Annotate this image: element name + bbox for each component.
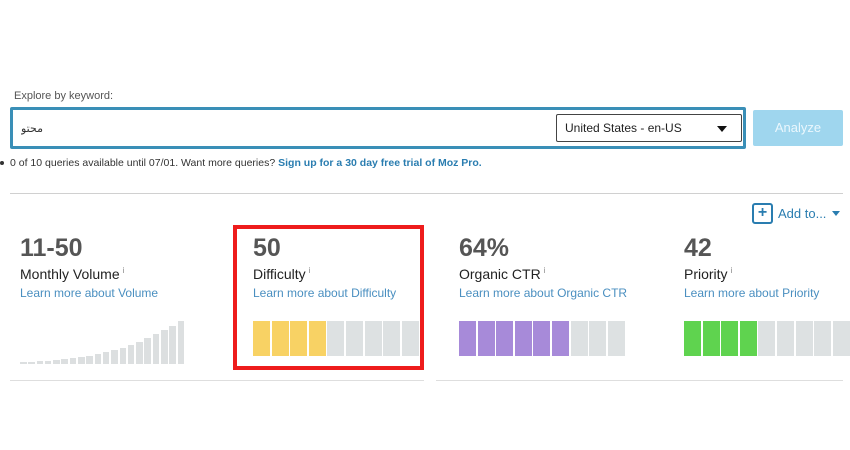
metric-name: Organic CTR [459, 266, 541, 282]
metric-priority: 42 Priority i Learn more about Priority [684, 233, 819, 300]
keyword-input[interactable] [21, 116, 541, 140]
metric-monthly-volume: 11-50 Monthly Volume i Learn more about V… [20, 233, 158, 300]
chevron-down-icon [717, 126, 727, 132]
metric-value: 42 [684, 234, 712, 262]
divider [10, 193, 843, 194]
meter-segment [795, 321, 813, 356]
metric-name-row: Organic CTR i [459, 266, 627, 282]
volume-bar [20, 362, 27, 364]
meter-segment [271, 321, 289, 356]
add-to-label: Add to... [778, 206, 827, 221]
metric-name: Difficulty [253, 266, 306, 282]
info-icon[interactable]: i [122, 266, 125, 275]
metric-value: 50 [253, 234, 281, 262]
meter-segment [477, 321, 495, 356]
meter-segment [702, 321, 720, 356]
meter-segment [308, 321, 326, 356]
volume-bar [69, 358, 77, 364]
meter-segment [776, 321, 794, 356]
volume-trend-chart [20, 320, 196, 364]
meter-segment [514, 321, 532, 356]
metric-name-row: Monthly Volume i [20, 266, 158, 282]
meter-segment [327, 321, 345, 356]
meter-segment [459, 321, 476, 356]
query-quota-text: 0 of 10 queries available until 07/01. W… [10, 157, 276, 169]
volume-bar [44, 361, 52, 364]
meter-segment [721, 321, 739, 356]
priority-meter [684, 321, 850, 356]
learn-more-link[interactable]: Learn more about Difficulty [253, 286, 397, 300]
chevron-down-icon [832, 211, 841, 216]
meter-segment [814, 321, 832, 356]
volume-bar [152, 334, 160, 364]
meter-segment [253, 321, 270, 356]
volume-bar [127, 345, 135, 364]
metric-difficulty: 50 Difficulty i Learn more about Difficul… [253, 233, 396, 300]
volume-bar [78, 357, 85, 364]
info-icon[interactable]: i [730, 266, 733, 275]
metric-name: Monthly Volume [20, 266, 120, 282]
meter-segment [739, 321, 757, 356]
meter-segment [570, 321, 588, 356]
locale-select[interactable]: United States - en-US [556, 114, 742, 142]
bullet-icon [0, 161, 4, 165]
volume-bar [144, 338, 151, 364]
meter-segment [684, 321, 701, 356]
query-quota-note: 0 of 10 queries available until 07/01. W… [0, 157, 482, 169]
meter-segment [345, 321, 363, 356]
meter-segment [607, 321, 625, 356]
learn-more-link[interactable]: Learn more about Volume [20, 286, 159, 300]
volume-bar [111, 350, 118, 364]
metric-organic-ctr: 64% Organic CTR i Learn more about Organi… [459, 233, 627, 300]
volume-bar [136, 342, 143, 364]
volume-bar [119, 348, 127, 364]
meter-segment [758, 321, 776, 356]
keyword-search-box: United States - en-US [10, 107, 746, 149]
meter-segment [401, 321, 419, 356]
free-trial-link[interactable]: Sign up for a 30 day free trial of Moz P… [278, 157, 482, 169]
volume-bar [53, 360, 60, 364]
meter-segment [551, 321, 569, 356]
card-bottom-border [10, 380, 424, 381]
meter-segment [496, 321, 514, 356]
meter-segment [383, 321, 401, 356]
locale-select-value: United States - en-US [565, 121, 682, 135]
info-icon[interactable]: i [543, 266, 546, 275]
volume-bar [177, 321, 185, 364]
plus-icon: + [752, 203, 773, 224]
volume-bar [102, 352, 110, 364]
learn-more-link[interactable]: Learn more about Organic CTR [459, 286, 628, 300]
analyze-button[interactable]: Analyze [753, 110, 843, 146]
card-bottom-border [436, 380, 843, 381]
learn-more-link[interactable]: Learn more about Priority [684, 286, 820, 300]
info-icon[interactable]: i [308, 266, 311, 275]
meter-segment [533, 321, 551, 356]
metric-name: Priority [684, 266, 728, 282]
metric-value: 11-50 [20, 234, 83, 262]
volume-bar [169, 326, 176, 364]
explore-label: Explore by keyword: [14, 90, 114, 102]
volume-bar [36, 361, 44, 364]
meter-segment [364, 321, 382, 356]
meter-segment [832, 321, 850, 356]
volume-bar [61, 359, 68, 364]
difficulty-meter [253, 321, 420, 356]
volume-bar [86, 356, 93, 364]
metric-value: 64% [459, 234, 510, 262]
meter-segment [589, 321, 607, 356]
metric-name-row: Difficulty i [253, 266, 396, 282]
volume-bar [161, 330, 168, 364]
organic-ctr-meter [459, 321, 626, 356]
metric-name-row: Priority i [684, 266, 819, 282]
add-to-button[interactable]: + Add to... [752, 203, 841, 224]
meter-segment [290, 321, 308, 356]
difficulty-highlight-box [233, 225, 424, 370]
volume-bar [94, 354, 102, 364]
volume-bar [28, 362, 35, 364]
